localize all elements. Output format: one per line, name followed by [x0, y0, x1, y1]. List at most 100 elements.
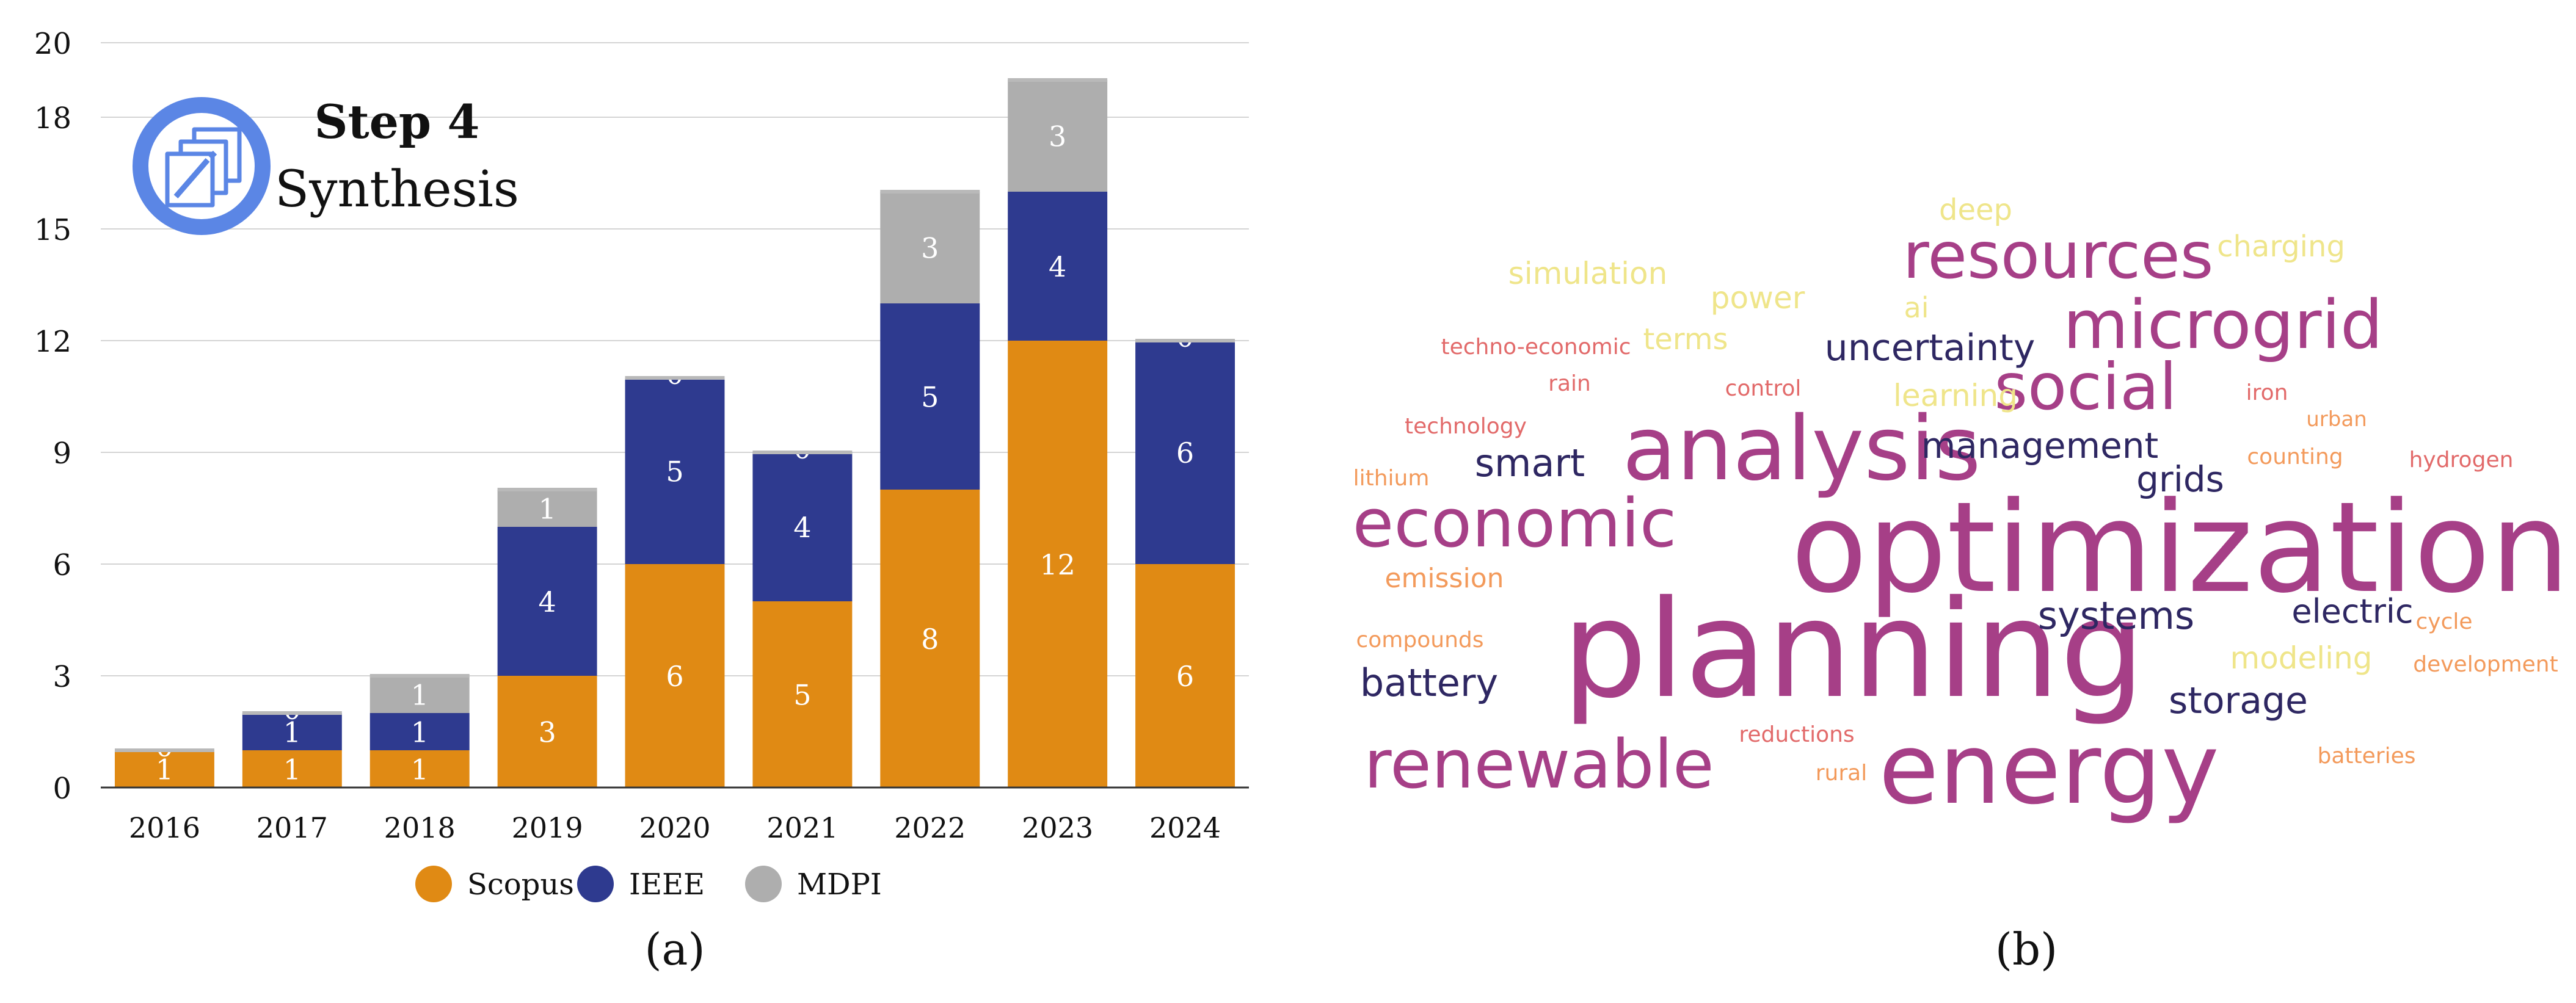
data-label: 0: [666, 358, 683, 391]
word-resources: resources: [1903, 219, 2214, 293]
panel-label-b: (b): [1995, 924, 2058, 975]
bar-mdpi-2023: [1008, 80, 1108, 192]
data-label: 1: [538, 493, 556, 526]
data-label: 6: [666, 660, 683, 693]
word-reductions: reductions: [1739, 722, 1854, 747]
data-label: 1: [156, 753, 173, 786]
word-deep: deep: [1939, 193, 2012, 227]
x-tick-label: 2017: [257, 811, 328, 844]
data-label: 4: [793, 511, 811, 544]
word-management: management: [1921, 425, 2159, 466]
data-label: 1: [411, 753, 429, 786]
legend-label-ieee: IEEE: [629, 867, 705, 902]
panel-label-a: (a): [644, 924, 705, 975]
x-tick-label: 2024: [1149, 811, 1221, 844]
word-development: development: [2413, 652, 2558, 677]
legend-marker-scopus: [415, 866, 452, 902]
data-label: 0: [283, 693, 301, 726]
y-tick-label: 20: [34, 27, 71, 61]
data-label: 12: [1039, 548, 1075, 581]
bar-cap: [1008, 78, 1108, 82]
bar-scopus-2022: [880, 490, 980, 788]
word-technology: technology: [1405, 414, 1527, 439]
y-tick-label: 9: [53, 436, 71, 471]
word-economic: economic: [1353, 484, 1677, 562]
bar-cap: [242, 711, 342, 715]
legend-label-mdpi: MDPI: [797, 867, 882, 902]
bar-cap: [880, 190, 980, 194]
word-learning: learning: [1893, 378, 2018, 413]
x-axis-ticks: 2016 2017 2018 2019 2020 2021 2022 2023 2024: [129, 811, 1221, 844]
word-terms: terms: [1643, 322, 1728, 357]
word-storage: storage: [2169, 679, 2308, 722]
word-lithium: lithium: [1353, 466, 1430, 491]
x-tick-label: 2022: [894, 811, 966, 844]
word-counting: counting: [2247, 444, 2343, 469]
data-label: 4: [538, 585, 556, 618]
legend: Scopus IEEE MDPI: [415, 866, 882, 902]
word-simulation: simulation: [1508, 256, 1668, 291]
badge-subtitle: Synthesis: [275, 161, 519, 219]
data-label: 1: [411, 679, 429, 712]
word-batteries: batteries: [2318, 744, 2416, 769]
word-power: power: [1711, 280, 1805, 316]
word-rural: rural: [1816, 761, 1867, 786]
x-tick-label: 2018: [384, 811, 456, 844]
bar-scopus-2020: [625, 564, 725, 788]
x-tick-label: 2021: [766, 811, 838, 844]
word-grids: grids: [2136, 458, 2224, 500]
word-ai: ai: [1904, 291, 1929, 324]
legend-label-scopus: Scopus: [467, 867, 574, 902]
bar-cap: [1135, 339, 1235, 342]
bar-mdpi-2019: [497, 490, 597, 527]
data-label: 0: [793, 432, 811, 465]
word-microgrid: microgrid: [2063, 286, 2383, 364]
bar-cap: [369, 674, 470, 678]
word-systems: systems: [2038, 593, 2194, 638]
bar-ieee-2024: [1135, 341, 1235, 564]
data-label: 0: [1176, 320, 1194, 353]
data-label: 1: [283, 716, 301, 749]
legend-marker-mdpi: [745, 866, 782, 902]
word-rain: rain: [1548, 371, 1591, 396]
word-electric: electric: [2291, 592, 2413, 631]
word-modeling: modeling: [2230, 640, 2372, 676]
data-label: 5: [921, 381, 939, 414]
y-tick-label: 3: [53, 660, 71, 694]
y-tick-label: 18: [34, 101, 71, 136]
word-cycle: cycle: [2415, 609, 2472, 634]
x-tick-label: 2016: [129, 811, 200, 844]
y-tick-label: 15: [34, 213, 71, 247]
y-axis-ticks: 0 3 6 9 12 15 18 20: [34, 27, 71, 806]
data-label: 1: [283, 753, 301, 786]
legend-marker-ieee: [577, 866, 614, 902]
bar-ieee-2023: [1008, 192, 1108, 341]
word-energy: energy: [1879, 712, 2219, 826]
data-label: 3: [1049, 120, 1066, 153]
word-optimization: optimization: [1791, 476, 2569, 621]
bar-scopus-2021: [752, 601, 853, 788]
word-compounds: compounds: [1356, 628, 1483, 653]
data-label: 4: [1049, 250, 1066, 283]
x-tick-label: 2023: [1022, 811, 1093, 844]
bar-cap: [497, 488, 597, 491]
word-smart: smart: [1475, 441, 1585, 485]
edit-documents-icon: [165, 127, 242, 208]
data-label: 6: [1176, 436, 1194, 469]
data-label: 5: [793, 679, 811, 712]
data-label: 1: [411, 716, 429, 749]
bar-ieee-2022: [880, 303, 980, 490]
word-urban: urban: [2306, 407, 2367, 432]
bar-ieee-2020: [625, 378, 725, 564]
bar-scopus-2018: [369, 750, 470, 788]
word-iron: iron: [2246, 380, 2288, 405]
data-label: 8: [921, 623, 939, 656]
bar-ieee-2019: [497, 527, 597, 676]
word-control: control: [1725, 376, 1802, 401]
bar-cap: [114, 748, 214, 752]
word-emission: emission: [1384, 563, 1504, 594]
bar-scopus-2024: [1135, 564, 1235, 788]
data-label: 5: [666, 455, 683, 488]
